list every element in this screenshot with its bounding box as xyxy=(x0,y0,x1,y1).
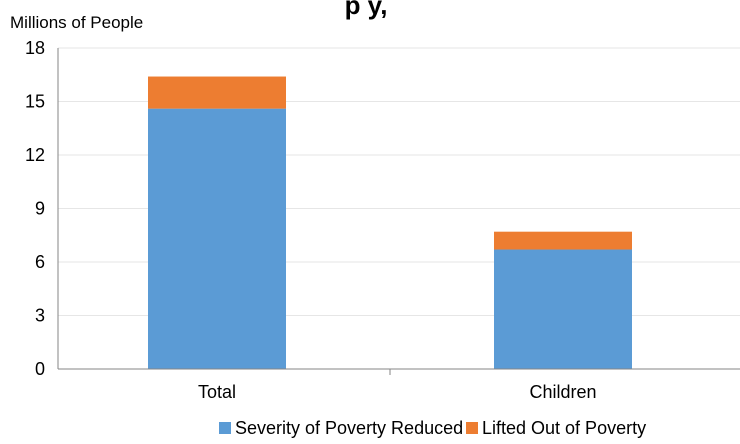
y-tick-label: 9 xyxy=(35,199,45,219)
x-category-label: Children xyxy=(529,382,596,402)
chart-title-fragment: p y, xyxy=(345,0,388,20)
y-tick-label: 18 xyxy=(25,38,45,58)
bars xyxy=(148,76,632,369)
bar-segment xyxy=(494,231,632,250)
bar-segment xyxy=(148,108,286,369)
y-tick-label: 3 xyxy=(35,306,45,326)
legend-swatch xyxy=(466,422,478,434)
bar-segment xyxy=(148,76,286,109)
x-axis-categories: Total Children xyxy=(198,369,597,402)
x-category-label: Total xyxy=(198,382,236,402)
y-tick-label: 0 xyxy=(35,359,45,379)
legend-label: Severity of Poverty Reduced xyxy=(235,418,463,438)
legend: Severity of Poverty Reduced Lifted Out of… xyxy=(219,418,646,438)
bar-segment xyxy=(494,249,632,369)
legend-label: Lifted Out of Poverty xyxy=(482,418,646,438)
y-axis-title: Millions of People xyxy=(10,13,143,32)
y-tick-label: 12 xyxy=(25,145,45,165)
y-axis-ticks: 0 3 6 9 12 15 18 xyxy=(25,38,45,379)
y-tick-label: 15 xyxy=(25,92,45,112)
legend-swatch xyxy=(219,422,231,434)
y-tick-label: 6 xyxy=(35,252,45,272)
